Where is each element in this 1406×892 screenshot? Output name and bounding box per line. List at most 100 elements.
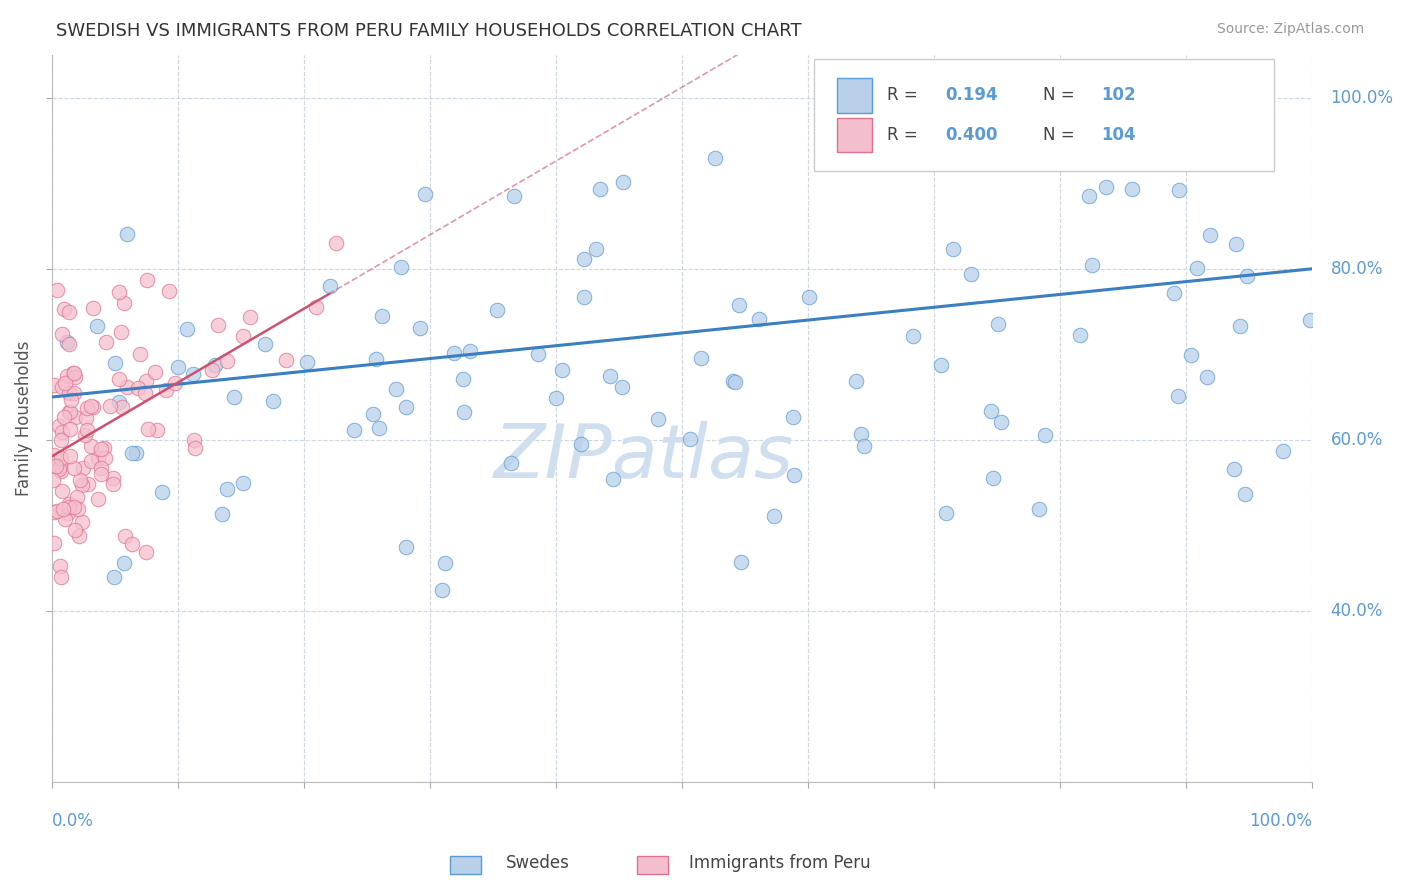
Point <box>125 446 148 460</box>
Point <box>366 351 388 366</box>
Point <box>1198 227 1220 242</box>
Text: R =: R = <box>887 126 924 144</box>
Point <box>108 285 131 299</box>
Point <box>204 358 226 372</box>
Point <box>155 383 177 397</box>
Point <box>550 362 572 376</box>
Point <box>167 360 190 375</box>
Point <box>1081 258 1104 272</box>
Point <box>62 460 84 475</box>
Point <box>42 535 65 549</box>
Point <box>70 515 93 529</box>
Point <box>69 473 91 487</box>
Point <box>959 267 981 281</box>
Point <box>730 555 752 569</box>
Point <box>1032 80 1054 95</box>
Point <box>262 394 284 409</box>
Point <box>58 500 80 515</box>
Point <box>117 379 139 393</box>
Point <box>44 448 66 462</box>
Point <box>59 449 82 463</box>
Point <box>981 471 1004 485</box>
Point <box>207 318 229 332</box>
Bar <box>837 78 872 112</box>
Point <box>762 508 785 523</box>
Point <box>343 423 366 437</box>
Point <box>434 556 457 570</box>
Point <box>1033 427 1056 442</box>
Point <box>134 385 156 400</box>
Point <box>128 346 150 360</box>
Point <box>1225 236 1247 251</box>
Point <box>70 477 93 491</box>
Point <box>80 400 103 414</box>
Point <box>942 242 965 256</box>
Point <box>143 365 166 379</box>
Point <box>295 355 318 369</box>
Point <box>79 439 101 453</box>
Point <box>42 456 65 470</box>
Point <box>728 297 751 311</box>
Text: Immigrants from Peru: Immigrants from Peru <box>689 855 870 872</box>
Point <box>63 370 86 384</box>
Text: 102: 102 <box>1101 87 1136 104</box>
Text: R =: R = <box>887 87 924 104</box>
Point <box>58 305 80 319</box>
Point <box>121 537 143 551</box>
Point <box>371 309 394 323</box>
Point <box>112 296 135 310</box>
Point <box>53 511 76 525</box>
Point <box>215 354 238 368</box>
Point <box>67 528 90 542</box>
Point <box>723 374 745 388</box>
Point <box>51 327 73 342</box>
Point <box>58 337 80 351</box>
Point <box>103 477 125 491</box>
Point <box>72 461 94 475</box>
Point <box>108 371 131 385</box>
Point <box>211 508 233 522</box>
Point <box>703 151 725 165</box>
Text: N =: N = <box>1043 87 1080 104</box>
Point <box>52 501 75 516</box>
Point <box>51 483 73 498</box>
Point <box>367 421 389 435</box>
Point <box>783 468 806 483</box>
Point <box>93 441 115 455</box>
Point <box>183 433 205 447</box>
Point <box>849 427 872 442</box>
Point <box>546 392 568 406</box>
Point <box>76 401 98 416</box>
Point <box>585 242 607 256</box>
Point <box>58 497 80 511</box>
Point <box>146 423 169 437</box>
Point <box>58 404 80 418</box>
Point <box>51 380 73 394</box>
Point <box>274 352 297 367</box>
Point <box>602 472 624 486</box>
Point <box>75 410 97 425</box>
Point <box>1133 153 1156 167</box>
FancyBboxPatch shape <box>814 59 1274 171</box>
Point <box>361 407 384 421</box>
Point <box>94 335 117 350</box>
Text: 100.0%: 100.0% <box>1249 812 1312 830</box>
Point <box>165 376 187 390</box>
Point <box>51 425 73 440</box>
Point <box>107 395 129 409</box>
Point <box>183 441 205 455</box>
Text: 0.194: 0.194 <box>945 87 998 104</box>
Point <box>1299 312 1322 326</box>
Point <box>82 301 104 315</box>
Point <box>224 391 246 405</box>
Point <box>52 301 75 316</box>
Point <box>56 506 79 520</box>
Point <box>1197 370 1219 384</box>
Point <box>82 400 104 414</box>
Text: 0.0%: 0.0% <box>52 812 94 830</box>
Bar <box>837 118 872 153</box>
Point <box>44 505 66 519</box>
Point <box>90 467 112 481</box>
Point <box>76 423 98 437</box>
Point <box>453 405 475 419</box>
